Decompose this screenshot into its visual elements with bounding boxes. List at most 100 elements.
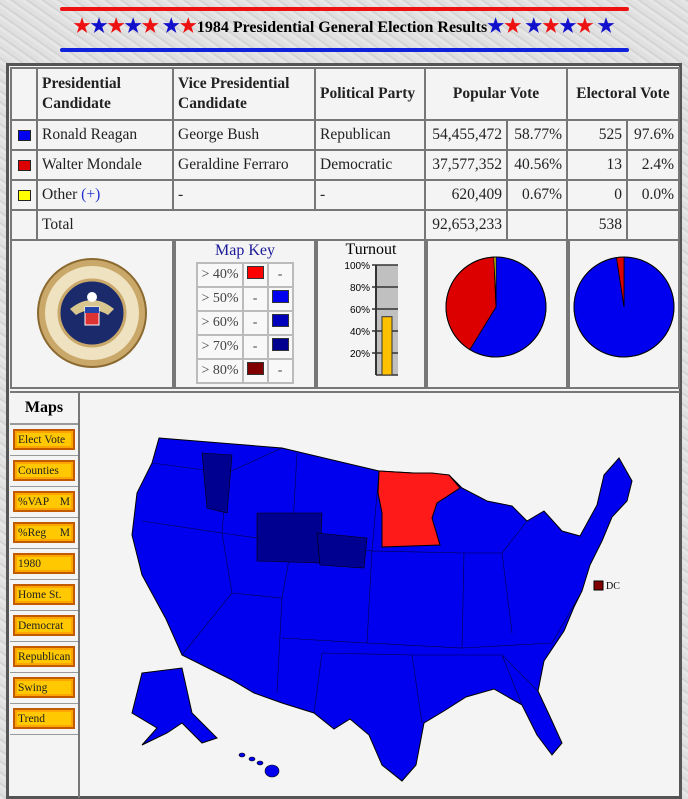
presidential-seal bbox=[37, 258, 147, 368]
popular-vote-pie bbox=[445, 256, 547, 358]
map-key-row: > 80% - bbox=[196, 358, 294, 384]
pop-pct-cell: 40.56% bbox=[506, 149, 568, 181]
map-key-row: > 40% - bbox=[196, 262, 294, 288]
col-party: Political Party bbox=[314, 67, 426, 121]
map-button-home-st-[interactable]: Home St. bbox=[13, 584, 75, 605]
star-icon: ★ bbox=[162, 16, 180, 37]
seal-cell bbox=[10, 239, 174, 389]
ev-pct-cell: 0.0% bbox=[626, 179, 680, 211]
map-button--vap[interactable]: %VAP M bbox=[13, 491, 75, 512]
star-icon: ★ bbox=[107, 16, 125, 37]
us-election-map[interactable]: DC bbox=[82, 393, 680, 798]
electoral-vote-pie bbox=[573, 256, 675, 358]
star-icon: ★ bbox=[576, 16, 594, 37]
turnout-tick: 100% bbox=[344, 261, 370, 272]
map-button-1980[interactable]: 1980 bbox=[13, 553, 75, 574]
maps-title: Maps bbox=[10, 393, 78, 425]
star-icon: ★ bbox=[124, 16, 142, 37]
star-icon: ★ bbox=[487, 16, 505, 37]
blue-divider bbox=[60, 48, 629, 52]
key-label: > 60% bbox=[196, 310, 244, 336]
total-pop: 92,653,233 bbox=[424, 209, 508, 241]
map-button-elect-vote[interactable]: Elect Vote bbox=[13, 429, 75, 450]
state-minnesota[interactable] bbox=[377, 470, 461, 548]
turnout-tick: 60% bbox=[350, 305, 370, 316]
pres-cell: Other (+) bbox=[36, 179, 174, 211]
key-label: > 50% bbox=[196, 286, 244, 312]
pop-pct-cell: 0.67% bbox=[506, 179, 568, 211]
dc-swatch[interactable] bbox=[593, 580, 604, 591]
map-button--reg[interactable]: %Reg M bbox=[13, 522, 75, 543]
map-button-republican[interactable]: Republican bbox=[13, 646, 75, 667]
map-key-row: > 50% - bbox=[196, 286, 294, 312]
map-key-row: > 60% - bbox=[196, 310, 294, 336]
pres-cell: Walter Mondale bbox=[36, 149, 174, 181]
state-alaska[interactable] bbox=[131, 667, 218, 746]
key-label: > 80% bbox=[196, 358, 244, 384]
map-button-democrat[interactable]: Democrat bbox=[13, 615, 75, 636]
star-icon: ★ bbox=[504, 16, 522, 37]
total-ev: 538 bbox=[566, 209, 628, 241]
party-cell: Republican bbox=[314, 119, 426, 151]
pop-cell: 37,577,352 bbox=[424, 149, 508, 181]
popular-pie-cell bbox=[426, 239, 568, 389]
col-popular: Popular Vote bbox=[424, 67, 568, 121]
table-row: Walter Mondale Geraldine Ferraro Democra… bbox=[10, 149, 680, 181]
col-electoral: Electoral Vote bbox=[566, 67, 680, 121]
star-icon: ★ bbox=[179, 16, 197, 37]
darker-states bbox=[201, 452, 368, 569]
electoral-pie-cell bbox=[568, 239, 680, 389]
map-key-row: > 70% - bbox=[196, 334, 294, 360]
pop-cell: 54,455,472 bbox=[424, 119, 508, 151]
vp-cell: George Bush bbox=[172, 119, 316, 151]
page-title: ★★★★★ ★★1984 Presidential General Electi… bbox=[0, 17, 688, 37]
summary-row: Map Key > 40% - > 50% - > 60% - > 70% - > 80% - T… bbox=[10, 239, 680, 389]
table-row: Ronald Reagan George Bush Republican 54,… bbox=[10, 119, 680, 151]
pie-outline bbox=[573, 256, 675, 358]
ev-pct-cell: 2.4% bbox=[626, 149, 680, 181]
color-swatch bbox=[17, 189, 31, 201]
map-key: Map Key > 40% - > 50% - > 60% - > 70% - > 80% - bbox=[174, 239, 316, 389]
m-button[interactable]: M bbox=[59, 496, 70, 508]
dc-label: DC bbox=[606, 581, 620, 592]
color-swatch bbox=[17, 159, 31, 171]
star-icon: ★ bbox=[90, 16, 108, 37]
map-button-trend[interactable]: Trend bbox=[13, 708, 75, 729]
map-key-title: Map Key bbox=[215, 242, 275, 259]
maps-section: Maps Elect Vote Counties %VAP M %Reg M 1980 Hom… bbox=[10, 391, 680, 798]
star-icon: ★ bbox=[525, 16, 543, 37]
turnout-bar bbox=[381, 316, 393, 376]
star-icon: ★ bbox=[141, 16, 159, 37]
key-swatch bbox=[271, 338, 289, 351]
m-button[interactable]: M bbox=[59, 527, 70, 539]
map-button-counties[interactable]: Counties bbox=[13, 460, 75, 481]
maps-sidebar: Maps Elect Vote Counties %VAP M %Reg M 1980 Hom… bbox=[10, 393, 80, 798]
vp-cell: Geraldine Ferraro bbox=[172, 149, 316, 181]
header-row: Presidential Candidate Vice Presidential… bbox=[10, 67, 680, 121]
turnout-cell: Turnout 100% 80% 60% 40% 20% bbox=[316, 239, 426, 389]
results-panel: Presidential Candidate Vice Presidential… bbox=[6, 63, 682, 799]
key-swatch bbox=[246, 362, 264, 375]
total-row: Total 92,653,233 538 bbox=[10, 209, 680, 241]
ev-pct-cell: 97.6% bbox=[626, 119, 680, 151]
title-text: 1984 Presidential General Election Resul… bbox=[196, 19, 488, 36]
turnout-title: Turnout bbox=[345, 241, 397, 258]
party-cell: Democratic bbox=[314, 149, 426, 181]
results-table: Presidential Candidate Vice Presidential… bbox=[10, 67, 680, 241]
ev-cell: 525 bbox=[566, 119, 628, 151]
turnout-gauge: 100% 80% 60% 40% 20% bbox=[344, 261, 398, 376]
star-icon: ★ bbox=[542, 16, 560, 37]
total-label: Total bbox=[36, 209, 426, 241]
map-key-table: > 40% - > 50% - > 60% - > 70% - > 80% - bbox=[196, 262, 294, 384]
state-hawaii[interactable] bbox=[238, 752, 280, 778]
pop-pct-cell: 58.77% bbox=[506, 119, 568, 151]
pie-outline bbox=[445, 256, 547, 358]
map-button-swing[interactable]: Swing bbox=[13, 677, 75, 698]
key-swatch bbox=[246, 266, 264, 279]
expand-other-link[interactable]: (+) bbox=[81, 186, 101, 203]
pres-cell: Ronald Reagan bbox=[36, 119, 174, 151]
key-swatch bbox=[271, 314, 289, 327]
turnout-tick: 80% bbox=[350, 283, 370, 294]
ev-cell: 0 bbox=[566, 179, 628, 211]
party-cell: - bbox=[314, 179, 426, 211]
